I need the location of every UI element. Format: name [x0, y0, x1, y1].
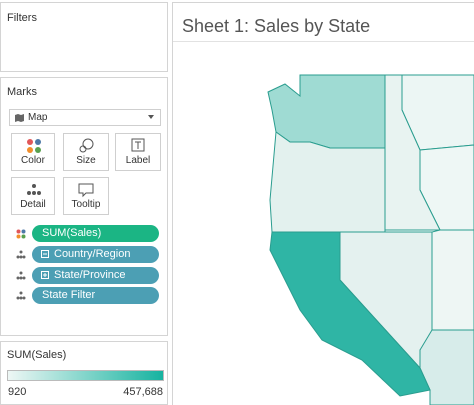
button-label: Size	[76, 155, 96, 166]
label-icon	[131, 138, 145, 152]
filters-title: Filters	[7, 12, 37, 24]
color-button[interactable]: Color	[11, 133, 55, 171]
pill-label: State/Province	[54, 269, 126, 281]
detail-pill-icon	[16, 250, 26, 259]
detail-pill-icon	[16, 271, 26, 280]
dimension-pill[interactable]: Country/Region	[32, 246, 159, 263]
marks-title: Marks	[7, 86, 37, 98]
button-label: Color	[21, 155, 45, 166]
dropdown-arrow	[148, 115, 154, 119]
size-icon	[79, 138, 94, 153]
marks-card: Marks Map Color Size Label Detail Toolti…	[0, 77, 168, 336]
label-button[interactable]: Label	[115, 133, 161, 171]
sheet-view: Sheet 1: Sales by State	[172, 2, 474, 405]
legend-min: 920	[8, 386, 27, 398]
color-pill-icon	[16, 229, 26, 239]
mark-type: Map	[28, 112, 48, 123]
dimension-pill[interactable]: State Filter	[32, 287, 159, 304]
legend-title: SUM(Sales)	[7, 349, 67, 361]
detail-button[interactable]: Detail	[11, 177, 55, 215]
detail-pill-icon	[16, 291, 26, 300]
detail-icon	[27, 184, 41, 195]
expand-icon	[41, 271, 49, 279]
title-divider	[173, 41, 474, 42]
color-legend: SUM(Sales) 920 457,688	[0, 341, 168, 405]
tooltip-icon	[78, 183, 94, 198]
button-label: Detail	[20, 199, 46, 210]
pill-label: Country/Region	[54, 248, 131, 260]
size-button[interactable]: Size	[63, 133, 109, 171]
measure-pill[interactable]: SUM(Sales)	[32, 225, 159, 242]
color-icon	[27, 139, 41, 153]
button-label: Tooltip	[71, 199, 101, 210]
tooltip-button[interactable]: Tooltip	[63, 177, 109, 215]
legend-gradient	[7, 370, 164, 381]
expand-icon	[41, 250, 49, 258]
map-icon	[15, 114, 24, 122]
mark-type-dropdown[interactable]: Map	[9, 109, 161, 126]
sheet-title: Sheet 1: Sales by State	[182, 16, 371, 36]
filters-shelf[interactable]: Filters	[0, 2, 168, 72]
legend-max: 457,688	[123, 386, 163, 398]
dimension-pill[interactable]: State/Province	[32, 267, 159, 284]
button-label: Label	[125, 155, 151, 166]
